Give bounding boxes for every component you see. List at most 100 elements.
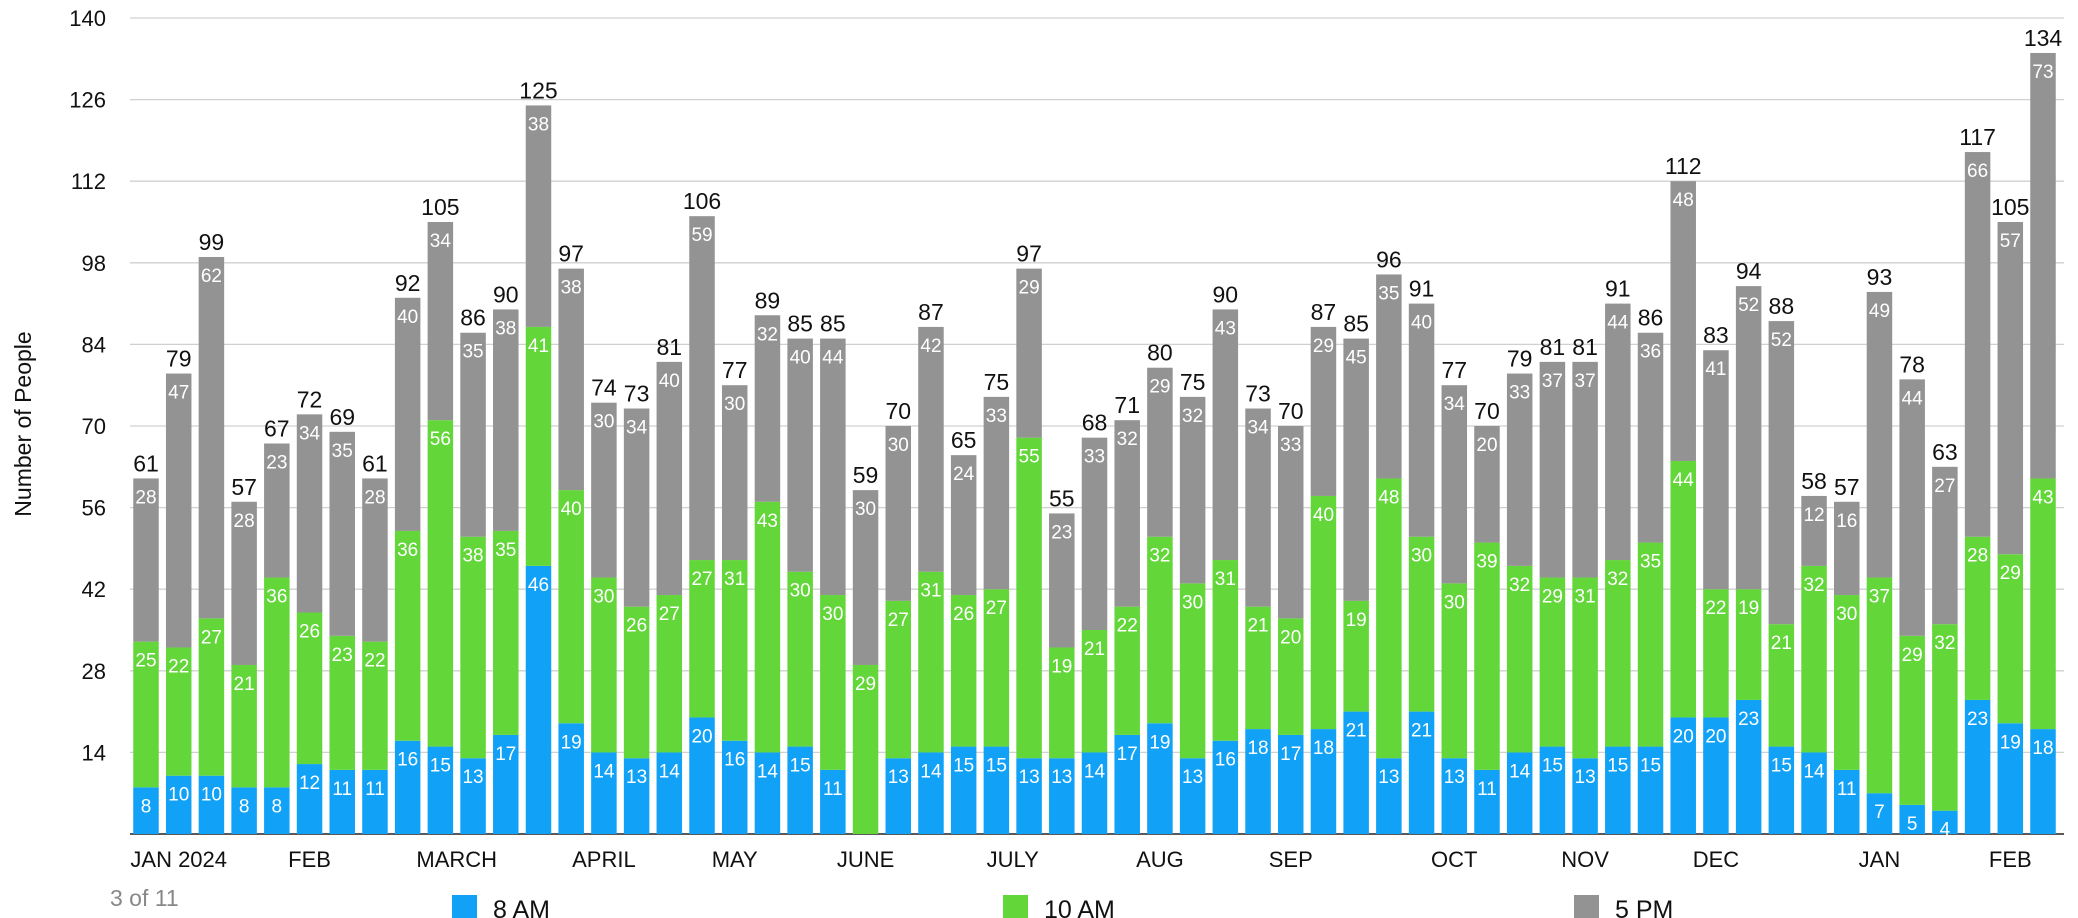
segment-value-label: 36 <box>266 587 287 608</box>
bar-segment-8-am <box>427 746 454 834</box>
bar-segment-8-am <box>1801 752 1827 834</box>
segment-value-label: 32 <box>1509 575 1530 596</box>
bar-segment-5-pm <box>885 426 912 601</box>
bar-segment-10-am <box>1343 600 1369 712</box>
segment-value-label: 19 <box>561 732 582 753</box>
bar-segment-5-pm <box>1114 420 1140 607</box>
segment-value-label: 19 <box>1051 656 1072 677</box>
x-month-label: FEB <box>288 847 331 872</box>
bar-segment-5-pm <box>1605 303 1631 561</box>
bar-segment-8-am <box>1572 758 1598 834</box>
x-month-label: JAN <box>1859 847 1901 872</box>
segment-value-label: 14 <box>593 761 615 782</box>
segment-value-label: 18 <box>1313 738 1334 759</box>
bar-segment-8-am <box>820 769 846 834</box>
y-tick-label: 56 <box>82 496 106 521</box>
bar-total-label: 75 <box>984 369 1010 395</box>
bar-segment-5-pm <box>1997 222 2024 555</box>
bar-segment-8-am <box>1834 769 1860 834</box>
segment-value-label: 13 <box>888 767 909 788</box>
bar-total-label: 58 <box>1801 468 1827 494</box>
bar-total-label: 55 <box>1049 485 1075 511</box>
bar-segment-5-pm <box>1899 379 1925 636</box>
bar-segment-8-am <box>362 769 388 834</box>
bar-segment-10-am <box>427 420 454 747</box>
bar-segment-8-am <box>1735 699 1762 834</box>
bar-total-label: 81 <box>1540 334 1566 360</box>
bar-total-label: 74 <box>591 375 617 401</box>
y-tick-label: 28 <box>82 659 106 684</box>
bar-segment-10-am <box>1179 583 1206 759</box>
bar-total-label: 78 <box>1899 351 1925 377</box>
bar-segment-8-am <box>721 740 748 834</box>
segment-value-label: 33 <box>1280 435 1301 456</box>
segment-value-label: 52 <box>1771 330 1792 351</box>
bar-segment-5-pm <box>1245 408 1271 607</box>
y-axis-label: Number of People <box>10 331 36 516</box>
x-month-label: OCT <box>1431 847 1477 872</box>
bar-segment-10-am <box>1081 630 1108 753</box>
bar-total-label: 96 <box>1376 246 1402 272</box>
segment-value-label: 28 <box>1967 546 1988 567</box>
bar-total-label: 80 <box>1147 340 1173 366</box>
segment-value-label: 37 <box>1575 371 1596 392</box>
bar-total-label: 85 <box>787 311 813 337</box>
bar-segment-5-pm <box>623 408 650 607</box>
bar-segment-5-pm <box>1703 350 1729 590</box>
bar-segment-10-am <box>623 606 650 759</box>
bar-segment-5-pm <box>2030 52 2056 479</box>
bar-segment-10-am <box>1670 460 1696 718</box>
bar-segment-5-pm <box>1408 303 1435 537</box>
bar-segment-10-am <box>1506 565 1533 753</box>
bar-segment-8-am <box>1212 740 1239 834</box>
bar-segment-5-pm <box>918 326 944 572</box>
bar-segment-10-am <box>1245 606 1271 730</box>
bar-segment-5-pm <box>362 478 388 642</box>
bar-total-label: 86 <box>1638 305 1664 331</box>
bar-segment-5-pm <box>721 385 748 561</box>
segment-value-label: 15 <box>790 756 811 777</box>
bar-segment-8-am <box>1376 758 1402 834</box>
segment-value-label: 27 <box>201 627 222 648</box>
segment-value-label: 20 <box>1673 726 1694 747</box>
segment-value-label: 20 <box>691 726 712 747</box>
segment-value-label: 38 <box>462 546 483 567</box>
bar-segment-10-am <box>591 577 617 753</box>
bar-total-label: 94 <box>1736 258 1762 284</box>
bar-segment-5-pm <box>394 297 421 531</box>
segment-value-label: 15 <box>1640 756 1661 777</box>
bar-total-label: 91 <box>1409 276 1435 302</box>
segment-value-label: 40 <box>397 307 418 328</box>
segment-value-label: 23 <box>332 645 353 666</box>
segment-value-label: 26 <box>299 622 320 643</box>
bar-segment-5-pm <box>1147 367 1173 537</box>
bar-segment-5-pm <box>231 501 257 665</box>
segment-value-label: 28 <box>135 487 156 508</box>
segment-value-label: 31 <box>1575 587 1596 608</box>
segment-value-label: 30 <box>593 587 614 608</box>
bar-segment-5-pm <box>133 478 159 642</box>
segment-value-label: 36 <box>1640 342 1661 363</box>
segment-value-label: 19 <box>1346 610 1367 631</box>
bar-total-label: 88 <box>1769 293 1795 319</box>
legend-swatch <box>1003 895 1028 918</box>
segment-value-label: 30 <box>822 604 843 625</box>
bar-segment-8-am <box>1245 729 1271 834</box>
bar-total-label: 89 <box>755 287 781 313</box>
bar-segment-10-am <box>1376 478 1402 759</box>
bar-segment-5-pm <box>950 455 977 596</box>
bar-segment-10-am <box>493 530 519 735</box>
bar-total-label: 81 <box>657 334 683 360</box>
segment-value-label: 23 <box>266 452 287 473</box>
segment-value-label: 34 <box>299 423 321 444</box>
segment-value-label: 30 <box>593 412 614 433</box>
bar-segment-5-pm <box>1506 373 1533 566</box>
segment-value-label: 26 <box>626 616 647 637</box>
bar-segment-5-pm <box>820 338 846 596</box>
bar-segment-10-am <box>754 501 781 753</box>
bar-segment-5-pm <box>1441 385 1468 584</box>
bar-total-label: 86 <box>460 305 486 331</box>
bar-segment-10-am <box>1932 624 1958 811</box>
segment-value-label: 21 <box>1247 616 1268 637</box>
